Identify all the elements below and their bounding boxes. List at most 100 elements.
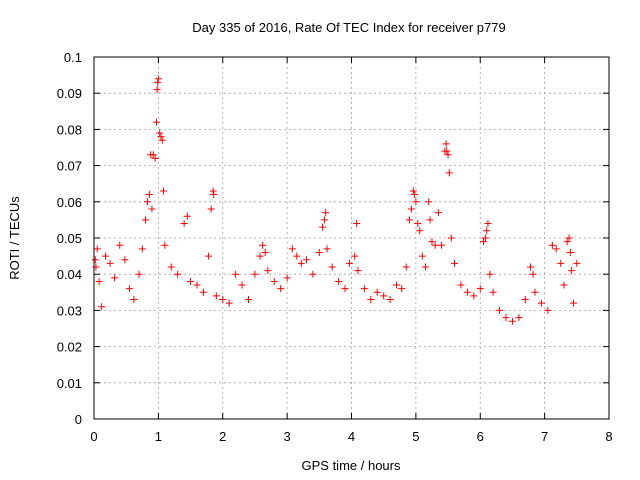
data-point — [319, 223, 327, 231]
data-point — [470, 292, 478, 300]
data-point — [154, 75, 162, 83]
grid — [94, 57, 609, 419]
data-point — [489, 288, 497, 296]
y-tick-label: 0.03 — [57, 303, 82, 318]
data-point — [158, 136, 166, 144]
data-point — [116, 241, 124, 249]
data-point — [148, 205, 156, 213]
data-point — [205, 252, 213, 260]
data-point — [552, 245, 560, 253]
data-point — [309, 270, 317, 278]
data-point — [93, 245, 101, 253]
data-point — [521, 296, 529, 304]
data-point — [225, 299, 233, 307]
x-tick-label: 1 — [155, 429, 162, 444]
data-point — [121, 256, 129, 264]
data-point — [98, 303, 106, 311]
data-point — [302, 256, 310, 264]
data-point — [529, 270, 537, 278]
data-point — [283, 274, 291, 282]
data-point — [442, 140, 450, 148]
data-point — [143, 198, 151, 206]
data-point — [431, 241, 439, 249]
data-point — [476, 285, 484, 293]
x-tick-label: 8 — [605, 429, 612, 444]
data-point — [142, 216, 149, 224]
data-point — [502, 314, 510, 322]
data-point — [293, 252, 301, 260]
data-point — [160, 187, 168, 195]
data-point — [277, 285, 285, 293]
y-tick-label: 0.08 — [57, 122, 82, 137]
data-point — [167, 263, 175, 271]
x-tick-label: 5 — [412, 429, 419, 444]
data-point — [526, 263, 534, 271]
data-point — [457, 281, 465, 289]
data-point — [416, 227, 424, 235]
data-point — [149, 151, 157, 159]
data-point — [156, 129, 164, 137]
data-point — [315, 248, 323, 256]
data-point — [386, 296, 394, 304]
data-point — [443, 147, 451, 155]
data-point — [434, 209, 442, 217]
data-point — [320, 216, 328, 224]
data-point — [557, 259, 565, 267]
data-point — [566, 248, 574, 256]
data-point — [438, 241, 446, 249]
data-point — [412, 198, 420, 206]
data-point — [445, 169, 453, 177]
data-point — [135, 270, 143, 278]
data-point — [560, 281, 568, 289]
data-point — [341, 285, 349, 293]
y-tick-label: 0.1 — [64, 50, 82, 65]
data-point — [138, 245, 146, 253]
data-point — [537, 299, 545, 307]
data-point — [207, 205, 215, 213]
data-point — [447, 234, 455, 242]
data-point — [161, 241, 169, 249]
data-point — [154, 78, 162, 86]
data-point — [479, 238, 487, 246]
data-point — [151, 154, 159, 162]
data-point — [174, 270, 182, 278]
data-point — [409, 187, 417, 195]
data-point — [411, 191, 419, 199]
data-point — [481, 234, 489, 242]
data-points — [91, 75, 581, 325]
data-point — [484, 220, 492, 228]
y-tick-label: 0.04 — [57, 267, 82, 282]
x-tick-label: 4 — [348, 429, 355, 444]
data-point — [238, 281, 246, 289]
chart-title: Day 335 of 2016, Rate Of TEC Index for r… — [192, 20, 505, 35]
y-tick-label: 0.05 — [57, 231, 82, 246]
data-point — [297, 259, 305, 267]
x-axis-label: GPS time / hours — [302, 458, 401, 473]
data-point — [210, 191, 218, 199]
data-point — [288, 245, 296, 253]
data-point — [402, 263, 410, 271]
y-tick-label: 0.02 — [57, 340, 82, 355]
data-point — [425, 198, 433, 206]
data-point — [261, 248, 269, 256]
data-point — [251, 270, 259, 278]
x-tick-label: 0 — [90, 429, 97, 444]
data-point — [418, 252, 426, 260]
x-tick-label: 2 — [219, 429, 226, 444]
data-point — [353, 220, 361, 228]
data-point — [373, 288, 381, 296]
data-point — [245, 296, 252, 304]
y-tick-label: 0 — [75, 412, 82, 427]
data-point — [335, 277, 343, 285]
data-point — [414, 220, 422, 228]
data-point — [544, 306, 552, 314]
x-tick-label: 6 — [477, 429, 484, 444]
data-point — [180, 220, 188, 228]
data-point — [328, 263, 336, 271]
x-tick-label: 7 — [541, 429, 548, 444]
data-point — [322, 209, 330, 217]
data-point — [256, 252, 264, 260]
data-point — [351, 252, 359, 260]
data-point — [451, 259, 458, 267]
